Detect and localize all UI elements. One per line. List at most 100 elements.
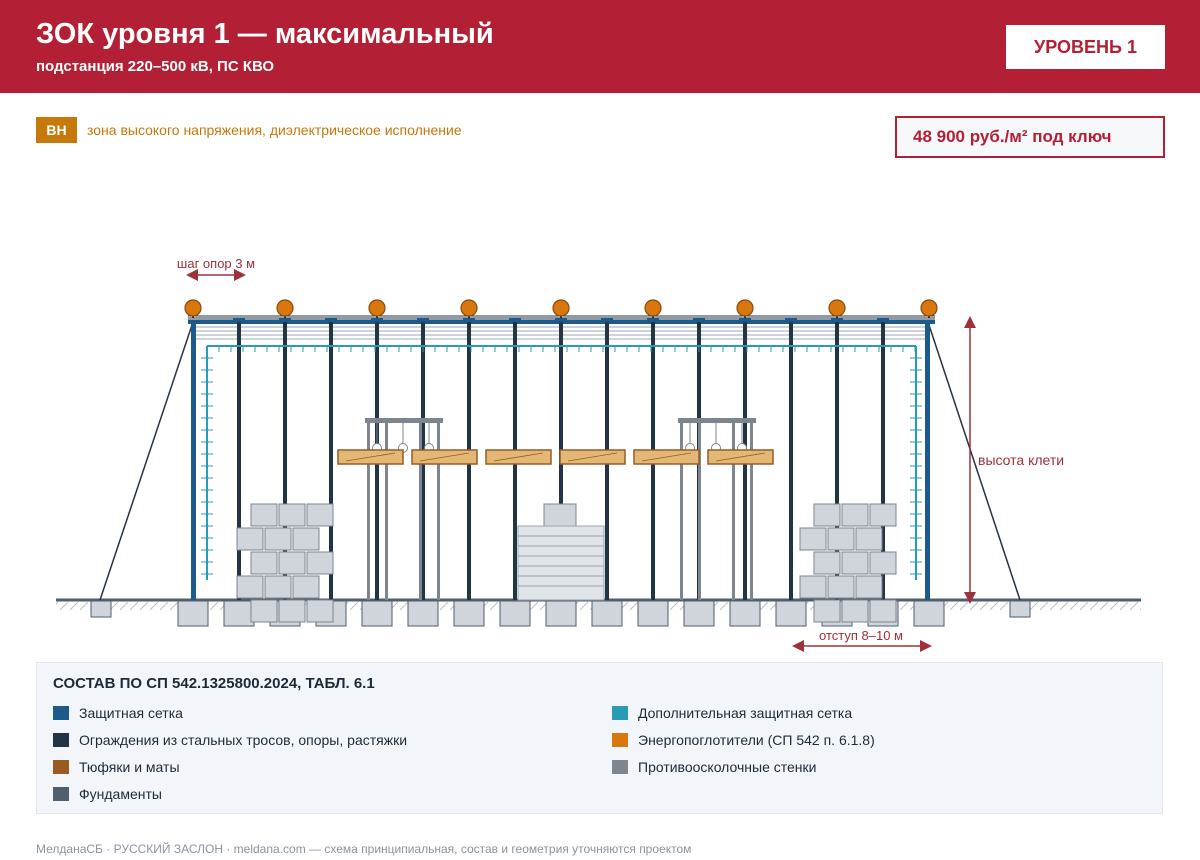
foundation-block bbox=[683, 600, 715, 627]
legend-item-cables: Ограждения из стальных тросов, опоры, ра… bbox=[53, 730, 407, 750]
wall-block bbox=[855, 527, 883, 551]
gantry-beam bbox=[365, 418, 443, 423]
foundation-block bbox=[591, 600, 623, 627]
post-cap bbox=[877, 318, 889, 322]
foundation-block bbox=[729, 600, 761, 627]
wall-block bbox=[264, 527, 292, 551]
energy-absorbers bbox=[184, 299, 938, 318]
post-cap bbox=[555, 318, 567, 322]
post bbox=[329, 322, 333, 600]
foundation-block bbox=[913, 600, 945, 627]
post-cap bbox=[325, 318, 337, 322]
absorber bbox=[736, 299, 754, 317]
mat-line bbox=[493, 452, 544, 462]
post-cap bbox=[739, 318, 751, 322]
wall-block bbox=[292, 575, 320, 599]
legend-item-absorbers: Энергопоглотители (СП 542 п. 6.1.8) bbox=[612, 730, 875, 750]
post-cap bbox=[509, 318, 521, 322]
legend-label: Ограждения из стальных тросов, опоры, ра… bbox=[79, 732, 408, 748]
anti-fragment-walls bbox=[236, 503, 897, 623]
wall-block bbox=[264, 575, 292, 599]
mats bbox=[337, 449, 774, 465]
price-box: 48 900 руб./м² под ключ bbox=[895, 116, 1165, 158]
wall-block bbox=[813, 599, 841, 623]
wall-block bbox=[278, 551, 306, 575]
central-equipment bbox=[517, 503, 605, 601]
gantry-leg bbox=[385, 423, 388, 600]
wall-block bbox=[869, 503, 897, 527]
foundation-block bbox=[177, 600, 209, 627]
post-cap bbox=[417, 318, 429, 322]
protective-net-frame bbox=[191, 322, 930, 600]
legend-item-extra-net: Дополнительная защитная сетка bbox=[612, 703, 852, 723]
absorber bbox=[276, 299, 294, 317]
dimension-height: высота клети bbox=[964, 316, 1064, 604]
label-setback: отступ 8–10 м bbox=[819, 628, 903, 643]
wall-block bbox=[278, 503, 306, 527]
absorber bbox=[920, 299, 938, 317]
foundation-block bbox=[499, 600, 531, 627]
legend-swatch bbox=[53, 760, 69, 774]
wall-block bbox=[306, 551, 334, 575]
wall-block bbox=[306, 599, 334, 623]
legend-item-foundations: Фундаменты bbox=[53, 784, 162, 804]
post-cap bbox=[279, 318, 291, 322]
wall-block bbox=[799, 575, 827, 599]
mat-line bbox=[419, 452, 470, 462]
post-cap bbox=[647, 318, 659, 322]
post-cap bbox=[371, 318, 383, 322]
legend-swatch bbox=[612, 760, 628, 774]
legend-item-walls: Противоосколочные стенки bbox=[612, 757, 816, 777]
post-cap bbox=[233, 318, 245, 322]
foundation-block bbox=[361, 600, 393, 627]
page-title: ЗОК уровня 1 — максимальный bbox=[36, 18, 494, 50]
wall-block bbox=[827, 575, 855, 599]
foundation-block bbox=[407, 600, 439, 627]
wall-block bbox=[250, 503, 278, 527]
post bbox=[283, 322, 287, 600]
legend-item-mats: Тюфяки и маты bbox=[53, 757, 180, 777]
page-subtitle: подстанция 220–500 кВ, ПС КВО bbox=[36, 58, 275, 75]
legend-label: Дополнительная защитная сетка bbox=[638, 705, 853, 721]
footer-note: МелданаСБ · РУССКИЙ ЗАСЛОН · meldana.com… bbox=[36, 842, 692, 856]
gantry-leg bbox=[419, 423, 422, 600]
zone-description: зона высокого напряжения, диэлектрическо… bbox=[87, 122, 462, 138]
mat-line bbox=[567, 452, 618, 462]
post-cap bbox=[463, 318, 475, 322]
gantry-beam bbox=[678, 418, 756, 423]
wall-block bbox=[869, 551, 897, 575]
wall-block bbox=[306, 503, 334, 527]
mat-line bbox=[715, 452, 766, 462]
cage-diagram: шаг опор 3 м высота клети отступ 8–10 м bbox=[56, 256, 1141, 652]
post-cap bbox=[785, 318, 797, 322]
legend-swatch bbox=[53, 706, 69, 720]
wall-block bbox=[827, 527, 855, 551]
legend-label: Энергопоглотители (СП 542 п. 6.1.8) bbox=[638, 732, 875, 748]
absorber bbox=[368, 299, 386, 317]
legend-label: Защитная сетка bbox=[79, 705, 183, 721]
wall-block bbox=[869, 599, 897, 623]
legend-swatch bbox=[53, 787, 69, 801]
post-cap bbox=[601, 318, 613, 322]
gantry-leg bbox=[367, 423, 370, 600]
zone-badge: ВН bbox=[36, 117, 77, 143]
gantry-leg bbox=[750, 423, 753, 600]
foundation-block bbox=[545, 600, 577, 627]
dimension-pitch: шаг опор 3 м bbox=[177, 256, 255, 281]
post-cap bbox=[693, 318, 705, 322]
wall-block bbox=[292, 527, 320, 551]
wall-block bbox=[278, 599, 306, 623]
post bbox=[237, 322, 241, 600]
legend-panel: СОСТАВ ПО СП 542.1325800.2024, ТАБЛ. 6.1… bbox=[36, 662, 1163, 814]
wall-block bbox=[855, 575, 883, 599]
absorber bbox=[644, 299, 662, 317]
absorber bbox=[184, 299, 202, 317]
post bbox=[835, 322, 839, 600]
legend-swatch bbox=[612, 706, 628, 720]
legend-label: Тюфяки и маты bbox=[79, 759, 180, 775]
foundation-block bbox=[637, 600, 669, 627]
wall-block bbox=[841, 551, 869, 575]
post bbox=[789, 322, 793, 600]
foundation-block bbox=[223, 600, 255, 627]
wall-block bbox=[841, 503, 869, 527]
